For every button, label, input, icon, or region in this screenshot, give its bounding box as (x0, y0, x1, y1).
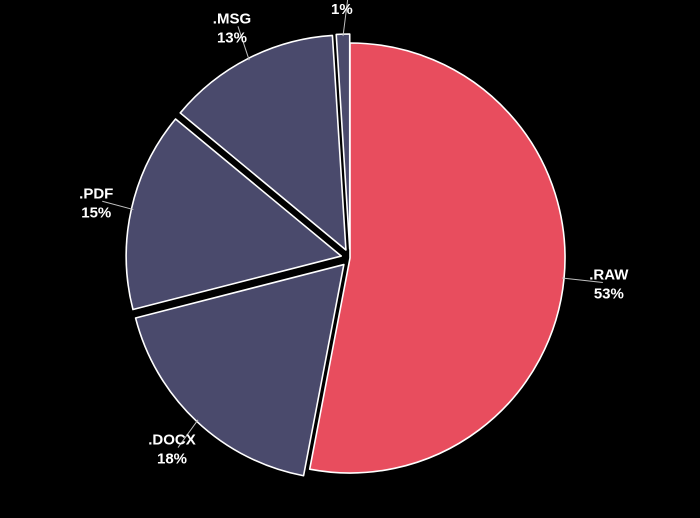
slice-label-pdf: .PDF (79, 185, 113, 202)
leader-line-docx (177, 419, 199, 448)
slice-value-other: 1% (331, 1, 353, 18)
slice-value-pdf: 15% (81, 204, 111, 221)
slice-value-msg: 13% (217, 29, 247, 46)
slice-label-raw: .RAW (589, 266, 629, 283)
leader-line-other (342, 0, 349, 37)
slice-value-docx: 18% (157, 451, 187, 468)
slice-label-msg: .MSG (213, 10, 251, 27)
slice-label-docx: .DOCX (148, 432, 196, 449)
leader-lines (102, 0, 603, 448)
leader-line-raw (561, 277, 603, 283)
slice-value-raw: 53% (594, 285, 624, 302)
leader-line-msg (237, 26, 250, 61)
leader-line-pdf (102, 200, 134, 211)
pie-slices (125, 33, 566, 477)
